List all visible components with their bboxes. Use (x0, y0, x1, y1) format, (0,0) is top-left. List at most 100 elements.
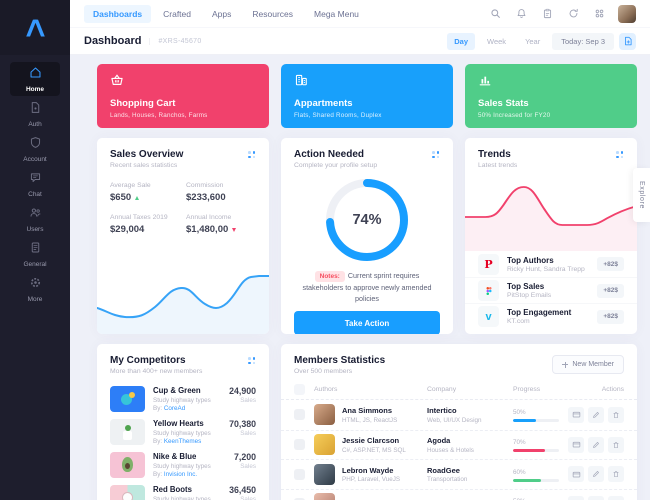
document-icon (29, 241, 42, 259)
main-content: Shopping Cart Lands, Houses, Ranchos, Fa… (70, 55, 650, 500)
sidebar-item-users[interactable]: Users (10, 202, 60, 236)
by-link[interactable]: CoreAd (163, 405, 186, 412)
sidebar-item-home[interactable]: Home (10, 62, 60, 96)
trend-badge[interactable]: +82$ (597, 283, 624, 298)
menu-item-apps[interactable]: Apps (212, 8, 232, 19)
competitor-sales-unit: Sales (240, 496, 256, 500)
menu-item-resources[interactable]: Resources (252, 8, 294, 19)
by-label: By: (153, 438, 163, 445)
competitor-item[interactable]: Nike & Blue Study highway types By: Invi… (97, 448, 269, 481)
menu-item-mega-menu[interactable]: Mega Menu (314, 8, 359, 19)
edit-button[interactable] (588, 466, 604, 483)
user-avatar[interactable] (618, 4, 636, 23)
row-checkbox[interactable] (294, 498, 305, 500)
sales-overview-card: Sales Overview Recent sales statistics A… (97, 138, 269, 334)
member-avatar (314, 463, 335, 485)
member-industry: Transportation (427, 476, 468, 483)
apps-grid-icon[interactable] (592, 7, 606, 21)
progress-donut: 74% (322, 175, 412, 265)
thumb-shape (121, 394, 132, 405)
gear-icon (29, 276, 42, 294)
tab-day[interactable]: Day (447, 32, 476, 50)
by-label: By: (153, 405, 163, 412)
delete-button[interactable] (608, 436, 624, 453)
sidebar-item-chat[interactable]: Chat (10, 167, 60, 201)
new-report-icon[interactable] (619, 32, 636, 50)
tasks-clipboard-icon[interactable] (540, 7, 554, 21)
competitor-sales-value: 24,900 (229, 386, 256, 396)
notes: Notes: Current sprint requires stakeholde… (281, 270, 453, 304)
edit-button[interactable] (588, 495, 604, 500)
card-title: Members Statistics (294, 355, 386, 366)
stat-value: $650 (110, 192, 132, 203)
banner-shopping-cart[interactable]: Shopping Cart Lands, Houses, Ranchos, Fa… (97, 64, 269, 128)
explore-tab[interactable]: Explore (633, 168, 650, 222)
row-checkbox[interactable] (294, 468, 305, 480)
competitors-card: My Competitors More than 400+ new member… (97, 344, 269, 500)
member-name[interactable]: Lebron Wayde (342, 465, 394, 475)
stat-value: $1,480,00 (186, 224, 229, 235)
sidebar-item-account[interactable]: Account (10, 132, 60, 166)
competitor-desc: Study highway types (153, 495, 211, 500)
refresh-icon[interactable] (566, 7, 580, 21)
app-logo[interactable] (0, 0, 70, 55)
competitor-thumbnail (110, 386, 145, 412)
widget-menu-icon[interactable] (432, 151, 440, 159)
menu-item-crafted[interactable]: Crafted (163, 8, 191, 19)
sidebar-item-general[interactable]: General (10, 237, 60, 271)
sales-sparkline-chart (97, 275, 269, 334)
member-name[interactable]: Jessie Clarcson (342, 436, 400, 445)
take-action-button[interactable]: Take Action (294, 311, 440, 334)
trend-item-top-authors[interactable]: P Top Authors Ricky Hunt, Sandra Trepp +… (465, 251, 637, 277)
banner-sales-stats[interactable]: Sales Stats 50% Increased for FY20 (465, 64, 637, 128)
trend-badge[interactable]: +82$ (597, 257, 624, 271)
by-link[interactable]: KeenThemes (163, 438, 202, 445)
widget-menu-icon[interactable] (248, 151, 256, 159)
trend-item-top-engagement[interactable]: v Top Engagement KT.com +82$ (465, 303, 637, 329)
edit-button[interactable] (588, 406, 604, 423)
row-checkbox[interactable] (294, 439, 305, 451)
competitor-desc: Study highway types (153, 429, 211, 437)
trend-item-top-sales[interactable]: Top Sales PitStop Emails +82$ (465, 277, 637, 303)
competitor-thumbnail (110, 419, 145, 445)
sidebar: Home Auth Account Chat Users General Mor… (0, 55, 70, 500)
widget-menu-icon[interactable] (616, 151, 624, 159)
new-member-button[interactable]: New Member (552, 355, 624, 374)
new-member-label: New Member (572, 361, 614, 368)
card-title: My Competitors (110, 355, 186, 366)
menu-item-dashboards[interactable]: Dashboards (84, 4, 152, 23)
vimeo-icon: v (478, 306, 499, 327)
view-card-button[interactable] (568, 406, 584, 423)
delete-button[interactable] (608, 406, 624, 423)
card-subtitle: Over 500 members (294, 368, 353, 375)
banner-appartments[interactable]: Appartments Flats, Shared Rooms, Duplex (281, 64, 453, 128)
member-name[interactable]: Natali Goodwin (342, 499, 397, 500)
members-card: Members Statistics Over 500 members New … (281, 344, 637, 500)
view-card-button[interactable] (568, 466, 584, 483)
competitor-item[interactable]: Cup & Green Study highway types By: Core… (97, 382, 269, 415)
widget-menu-icon[interactable] (248, 357, 256, 365)
member-avatar (314, 493, 335, 500)
table-row: Ana Simmons HTML, JS, ReactJS Intertico … (281, 400, 637, 430)
sidebar-item-auth[interactable]: Auth (10, 97, 60, 131)
tab-week[interactable]: Week (487, 36, 507, 46)
date-picker-button[interactable]: Today: Sep 3 (552, 32, 614, 50)
sidebar-item-more[interactable]: More (10, 272, 60, 306)
view-card-button[interactable] (568, 495, 584, 500)
banner-subtitle: Flats, Shared Rooms, Duplex (294, 112, 382, 119)
select-all-checkbox[interactable] (294, 384, 305, 395)
trend-badge[interactable]: +82$ (597, 309, 624, 324)
by-link[interactable]: Invision Inc. (163, 471, 198, 478)
row-checkbox[interactable] (294, 409, 305, 421)
competitor-item[interactable]: Yellow Hearts Study highway types By: Ke… (97, 415, 269, 448)
notifications-bell-icon[interactable] (514, 7, 528, 21)
delete-button[interactable] (608, 466, 624, 483)
tab-year[interactable]: Year (525, 36, 541, 46)
delete-button[interactable] (608, 495, 624, 500)
competitor-item[interactable]: Red Boots Study highway types 36,450 Sal… (97, 481, 269, 500)
member-name[interactable]: Ana Simmons (342, 406, 393, 415)
edit-button[interactable] (588, 436, 604, 453)
view-card-button[interactable] (568, 436, 584, 453)
search-icon[interactable] (488, 7, 502, 21)
member-company: RoadGee (427, 465, 460, 475)
